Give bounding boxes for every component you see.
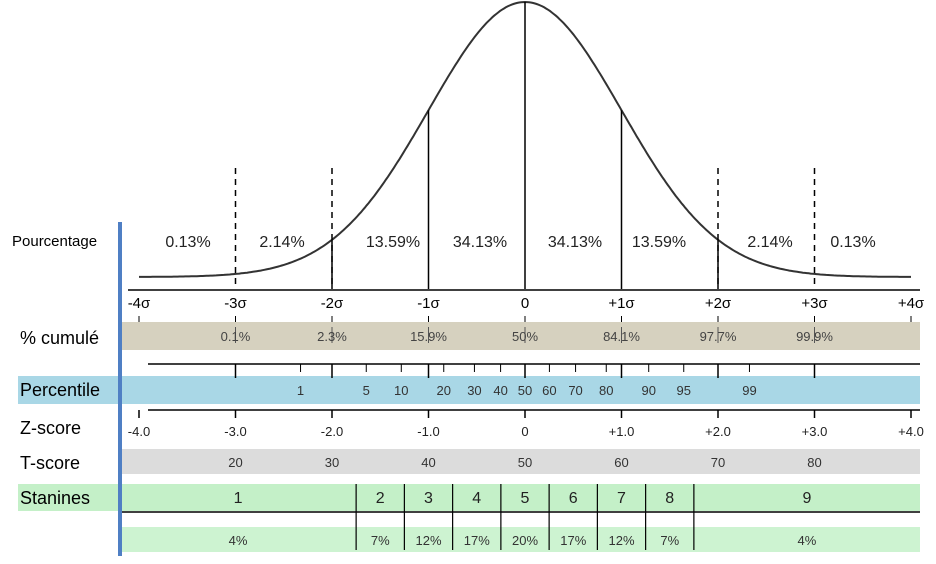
zscore-value: +4.0 <box>898 424 924 439</box>
row-label-zscore: Z-score <box>20 418 81 438</box>
stanine-value: 4 <box>472 490 481 507</box>
cumulative-band <box>120 322 920 350</box>
area-percentages: 0.13% 2.14% 13.59% 34.13% 34.13% 13.59% 2.14% 0… <box>165 234 875 251</box>
zscore-value: -2.0 <box>321 424 343 439</box>
tscore-value: 80 <box>807 455 821 470</box>
zscore-value: -1.0 <box>417 424 439 439</box>
area-percentage: 34.13% <box>548 234 602 251</box>
stanine-percentage: 7% <box>371 533 390 548</box>
cumulative-value: 99.9% <box>796 329 833 344</box>
percentile-value: 70 <box>568 383 582 398</box>
sigma-label: +4σ <box>898 295 925 312</box>
sigma-label: -4σ <box>128 295 151 312</box>
percentile-value: 60 <box>542 383 556 398</box>
sigma-labels: -4σ -3σ -2σ -1σ 0 +1σ +2σ +3σ +4σ <box>128 295 925 312</box>
tscore-values: 20 30 40 50 60 70 80 <box>228 455 821 470</box>
sigma-label: +1σ <box>608 295 635 312</box>
stanine-value: 8 <box>665 490 674 507</box>
cumulative-value: 84.1% <box>603 329 640 344</box>
area-percentage: 2.14% <box>259 234 304 251</box>
row-label-percentile: Percentile <box>20 380 100 400</box>
zscore-value: +3.0 <box>802 424 828 439</box>
area-percentage: 2.14% <box>747 234 792 251</box>
row-label-stanines: Stanines <box>20 488 90 508</box>
stanine-value: 1 <box>234 490 243 507</box>
percentile-values: 1 5 10 20 30 40 50 60 70 80 90 95 99 <box>297 383 757 398</box>
sigma-label: -3σ <box>224 295 247 312</box>
tscore-value: 70 <box>711 455 725 470</box>
percentile-value: 95 <box>677 383 691 398</box>
stanine-percentage: 20% <box>512 533 538 548</box>
percentile-value: 90 <box>641 383 655 398</box>
curve-sigma-lines <box>234 2 816 289</box>
area-percentage: 0.13% <box>830 234 875 251</box>
percentile-value: 1 <box>297 383 304 398</box>
sigma-label: +3σ <box>801 295 828 312</box>
stanine-percentage: 7% <box>660 533 679 548</box>
percentile-value: 80 <box>599 383 613 398</box>
area-percentage: 0.13% <box>165 234 210 251</box>
stanine-percentage: 4% <box>798 533 817 548</box>
tscore-value: 20 <box>228 455 242 470</box>
cumulative-value: 50% <box>512 329 538 344</box>
stanine-values: 1 2 3 4 5 6 7 8 9 <box>234 490 812 507</box>
stanine-dividers <box>355 484 695 550</box>
stanine-percentage: 17% <box>464 533 490 548</box>
cumulative-value: 0.1% <box>221 329 251 344</box>
zscore-value: +2.0 <box>705 424 731 439</box>
stanine-value: 9 <box>802 490 811 507</box>
zscore-value: 0 <box>521 424 528 439</box>
percentile-value: 99 <box>742 383 756 398</box>
cumulative-value: 97.7% <box>700 329 737 344</box>
cumulative-values: 0.1% 2.3% 15.9% 50% 84.1% 97.7% 99.9% <box>221 329 834 344</box>
stanine-percentage: 12% <box>415 533 441 548</box>
percentile-value: 20 <box>437 383 451 398</box>
percentile-value: 30 <box>467 383 481 398</box>
tscore-value: 50 <box>518 455 532 470</box>
stanine-percentage: 12% <box>608 533 634 548</box>
zscore-value: -4.0 <box>128 424 150 439</box>
stanine-percentage: 4% <box>229 533 248 548</box>
area-percentage: 13.59% <box>366 234 420 251</box>
stanine-percentages: 4% 7% 12% 17% 20% 17% 12% 7% 4% <box>229 533 817 548</box>
stanine-band <box>18 484 920 511</box>
zscore-value: +1.0 <box>609 424 635 439</box>
area-percentage: 34.13% <box>453 234 507 251</box>
tscore-value: 30 <box>325 455 339 470</box>
sigma-label: -2σ <box>321 295 344 312</box>
row-label-cumulative: % cumulé <box>20 328 99 348</box>
pourcentage-title: Pourcentage <box>12 233 97 250</box>
percentile-value: 50 <box>518 383 532 398</box>
sigma-label: 0 <box>521 295 529 312</box>
stanine-percentage-band <box>120 527 920 552</box>
row-label-tscore: T-score <box>20 453 80 473</box>
tscore-value: 40 <box>421 455 435 470</box>
cumulative-value: 15.9% <box>410 329 447 344</box>
axis-ticks <box>138 316 912 418</box>
percentile-value: 40 <box>493 383 507 398</box>
stanine-value: 7 <box>617 490 626 507</box>
tscore-value: 60 <box>614 455 628 470</box>
stanine-value: 5 <box>521 490 530 507</box>
percentile-value: 10 <box>394 383 408 398</box>
percentile-value: 5 <box>363 383 370 398</box>
stanine-value: 6 <box>569 490 578 507</box>
cumulative-value: 2.3% <box>317 329 347 344</box>
zscore-value: -3.0 <box>224 424 246 439</box>
tscore-band <box>120 449 920 474</box>
zscore-values: -4.0 -3.0 -2.0 -1.0 0 +1.0 +2.0 +3.0 +4.0 <box>128 424 924 439</box>
percentile-band <box>18 376 920 404</box>
area-percentage: 13.59% <box>632 234 686 251</box>
sigma-label: +2σ <box>705 295 732 312</box>
stanine-percentage: 17% <box>560 533 586 548</box>
sigma-label: -1σ <box>417 295 440 312</box>
stanine-value: 3 <box>424 490 433 507</box>
stanine-value: 2 <box>376 490 385 507</box>
